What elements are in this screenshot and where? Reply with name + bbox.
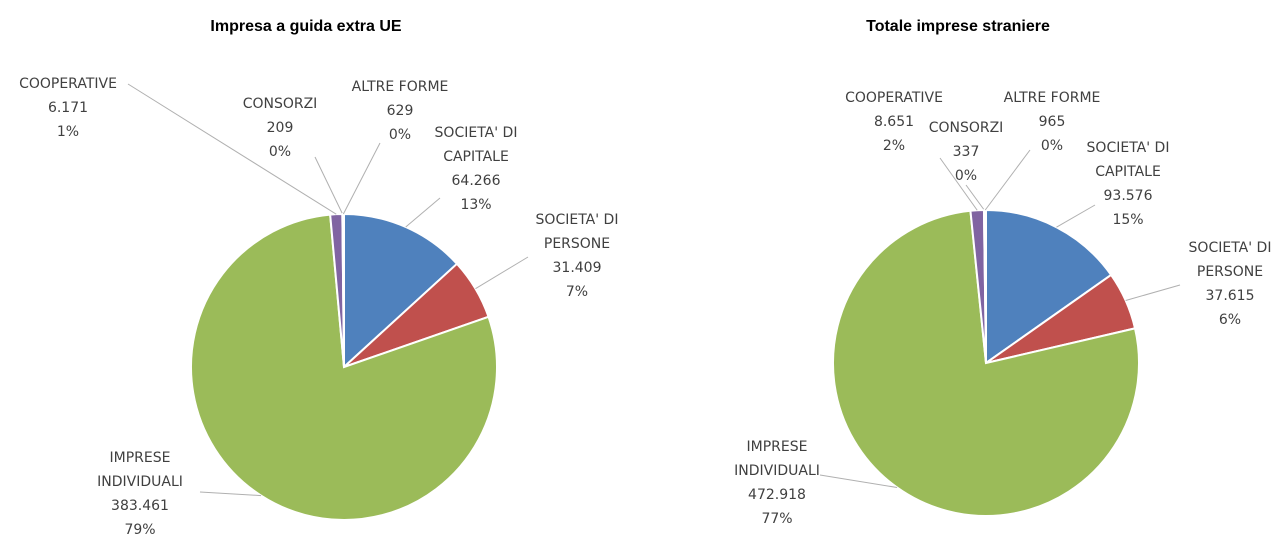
- leader-line: [342, 142, 381, 215]
- data-label-percent: 0%: [955, 168, 977, 184]
- leader-line: [314, 156, 343, 215]
- data-label-percent: 77%: [761, 511, 792, 527]
- data-label-category: IMPRESE INDIVIDUALI: [97, 450, 183, 490]
- data-label-category: SOCIETA' DI PERSONE: [1189, 240, 1272, 280]
- data-label-category: CONSORZI: [929, 120, 1004, 136]
- data-label-value: 383.461: [111, 498, 169, 514]
- data-label-category: CONSORZI: [243, 96, 318, 112]
- data-label-value: 8.651: [874, 114, 914, 130]
- data-label-category: SOCIETA' DI CAPITALE: [1087, 140, 1170, 180]
- data-label-percent: 2%: [883, 138, 905, 154]
- pie-slice: [343, 212, 459, 370]
- data-label-category: COOPERATIVE: [845, 90, 943, 106]
- data-label-category: SOCIETA' DI CAPITALE: [435, 125, 518, 165]
- leader-line: [939, 157, 978, 211]
- data-label-value: 209: [267, 120, 294, 136]
- data-label-value: 64.266: [452, 173, 501, 189]
- leader-line: [475, 256, 529, 290]
- leader-line: [1056, 204, 1096, 228]
- data-label-category: SOCIETA' DI PERSONE: [536, 212, 619, 252]
- data-label-percent: 1%: [57, 124, 79, 140]
- leader-line: [819, 474, 898, 488]
- data-label-percent: 79%: [124, 522, 155, 538]
- data-label-category: ALTRE FORME: [352, 79, 449, 95]
- data-label-value: 6.171: [48, 100, 88, 116]
- data-label-value: 37.615: [1206, 288, 1255, 304]
- data-label-category: IMPRESE INDIVIDUALI: [734, 439, 820, 479]
- data-label-value: 337: [953, 144, 980, 160]
- data-label-value: 965: [1039, 114, 1066, 130]
- leader-line: [405, 197, 441, 228]
- chart-title: Totale imprese straniere: [866, 18, 1050, 35]
- data-label-percent: 0%: [269, 144, 291, 160]
- data-label-value: 31.409: [553, 260, 602, 276]
- leader-line: [984, 149, 1031, 211]
- pie-slice: [341, 212, 345, 368]
- data-label-percent: 0%: [389, 127, 411, 143]
- data-label-percent: 15%: [1112, 212, 1143, 228]
- pie-slice: [985, 208, 1113, 365]
- pie-slice: [832, 209, 1140, 517]
- data-label-category: COOPERATIVE: [19, 76, 117, 92]
- leader-line: [965, 184, 985, 211]
- data-label-percent: 0%: [1041, 138, 1063, 154]
- data-label-value: 472.918: [748, 487, 806, 503]
- data-label-value: 93.576: [1104, 188, 1153, 204]
- leader-line: [127, 83, 337, 215]
- data-label-percent: 13%: [460, 197, 491, 213]
- data-label-category: ALTRE FORME: [1004, 90, 1101, 106]
- data-label-value: 629: [387, 103, 414, 119]
- leader-line: [1125, 284, 1181, 301]
- data-label-percent: 7%: [566, 284, 588, 300]
- chart-title: Impresa a guida extra UE: [210, 18, 402, 35]
- data-label-percent: 6%: [1219, 312, 1241, 328]
- leader-line: [199, 491, 262, 497]
